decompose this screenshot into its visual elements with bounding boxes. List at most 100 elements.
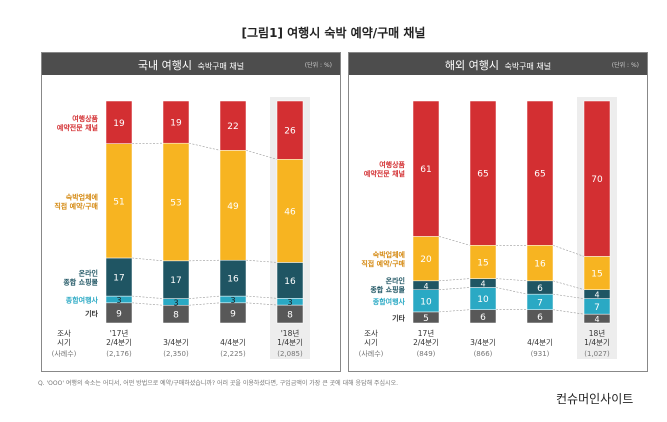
overseas-series-label: 여행상품: [379, 160, 405, 169]
domestic-series-label: 숙박업체에: [66, 192, 98, 201]
overseas-value-label: 15: [477, 258, 488, 268]
overseas-sample-size-title: (사례수): [359, 349, 384, 358]
domestic-series-label: 종합여행사: [66, 295, 99, 304]
domestic-value-label: 3: [230, 296, 235, 305]
overseas-connector-line: [495, 287, 528, 295]
domestic-category-label: 1/4분기: [277, 338, 303, 347]
domestic-chart-panel: 국내 여행시 숙박구매 채널 (단위 : %) 9 3 17 51 19 8 3 17 53 19…: [41, 52, 341, 372]
domestic-value-label: 17: [113, 274, 124, 284]
overseas-category-label: 18년: [589, 328, 606, 338]
domestic-value-label: 16: [284, 277, 296, 287]
domestic-series-label: 예약전문 채널: [57, 123, 98, 132]
domestic-value-label: 3: [173, 298, 178, 307]
domestic-category-label: 3/4분기: [163, 338, 189, 347]
overseas-series-label: 예약전문 채널: [364, 169, 405, 178]
overseas-connector-line: [438, 236, 471, 246]
domestic-unit-label: (단위 : %): [304, 62, 332, 69]
survey-question-footnote: Q. 'OOO' 여행의 숙소는 어디서, 어떤 방법으로 예약/구매하셨습니까…: [38, 380, 399, 387]
overseas-category-label: 1/4분기: [584, 338, 610, 347]
overseas-stacked-bar-chart: 510420616104156567616654741570기타종합여행사온라인…: [359, 97, 617, 359]
overseas-value-label: 61: [420, 165, 431, 175]
overseas-connector-line: [438, 287, 471, 290]
domestic-bar-segment: [105, 257, 133, 297]
overseas-sample-size-label: (866): [474, 350, 493, 358]
overseas-value-label: 5: [423, 314, 429, 324]
overseas-connector-line: [552, 293, 585, 299]
domestic-connector-line: [188, 259, 221, 262]
brand-name: 컨슈머인사이트: [556, 392, 634, 406]
domestic-category-label: '18년: [281, 328, 300, 338]
overseas-unit-label: (단위 : %): [611, 62, 639, 69]
overseas-panel-header: 해외 여행시 숙박구매 채널 (단위 : %): [349, 53, 647, 75]
domestic-connector-line: [131, 302, 164, 306]
overseas-sample-size-label: (1,027): [584, 350, 610, 358]
domestic-category-label: 2/4분기: [106, 338, 132, 347]
overseas-value-label: 4: [594, 291, 599, 300]
domestic-value-label: 8: [287, 311, 293, 321]
overseas-value-label: 10: [477, 295, 489, 305]
overseas-series-label: 종합여행사: [373, 297, 406, 306]
domestic-sample-size-label: (2,176): [106, 350, 132, 358]
overseas-value-label: 65: [534, 170, 545, 180]
domestic-value-label: 53: [170, 199, 181, 209]
overseas-value-label: 4: [480, 280, 485, 289]
overseas-axis-title: 시기: [364, 338, 378, 347]
overseas-series-label: 직접 예약/구매: [361, 259, 405, 268]
domestic-value-label: 46: [284, 207, 296, 217]
overseas-panel-title: 해외 여행시 숙박구매 채널: [349, 57, 647, 73]
domestic-connector-line: [131, 295, 164, 299]
overseas-value-label: 7: [594, 303, 600, 313]
domestic-stacked-bar-chart: 9 3 17 51 19 8 3 17 53 19 9 3 16 49 22 8 3 16 46 26 기타 종합여행사 온…: [52, 97, 310, 359]
overseas-value-label: 20: [420, 255, 432, 265]
overseas-connector-line: [438, 309, 471, 313]
overseas-axis-title: 조사: [364, 329, 378, 338]
overseas-bar-segment: [469, 100, 497, 246]
overseas-connector-line: [438, 278, 471, 282]
domestic-value-label: 9: [230, 309, 236, 319]
domestic-bar-segment: [276, 159, 304, 263]
overseas-connector-line: [495, 278, 528, 282]
domestic-connector-line: [188, 295, 221, 299]
domestic-value-label: 16: [227, 275, 239, 285]
overseas-category-label: 4/4분기: [527, 338, 553, 347]
domestic-category-label: 4/4분기: [220, 338, 246, 347]
domestic-sample-size-label: (2,225): [220, 350, 246, 358]
domestic-sample-size-label: (2,085): [277, 350, 303, 358]
domestic-connector-line: [188, 302, 221, 306]
domestic-value-label: 3: [116, 296, 121, 305]
overseas-chart-panel: 해외 여행시 숙박구매 채널 (단위 : %) 5 10 4 20 61 6 10 4 15 65…: [348, 52, 648, 372]
overseas-value-label: 4: [594, 315, 599, 324]
domestic-bar-segment: [276, 262, 304, 299]
overseas-bar-segment: [526, 245, 554, 282]
domestic-connector-line: [245, 259, 278, 263]
overseas-value-label: 6: [480, 313, 486, 323]
domestic-value-label: 3: [287, 298, 292, 307]
overseas-value-label: 4: [423, 282, 428, 291]
domestic-category-label: '17년: [110, 328, 129, 338]
overseas-value-label: 7: [537, 298, 543, 308]
domestic-sample-size-label: (2,350): [163, 350, 189, 358]
domestic-axis-title: 시기: [57, 338, 71, 347]
overseas-connector-line: [552, 245, 585, 257]
domestic-connector-line: [188, 142, 221, 151]
domestic-value-label: 26: [284, 127, 296, 137]
overseas-sample-size-label: (931): [531, 350, 550, 358]
domestic-sample-size-title: (사례수): [52, 349, 77, 358]
overseas-bar-segment: [583, 100, 611, 257]
domestic-connector-line: [245, 150, 278, 160]
domestic-series-label: 종합 쇼핑몰: [63, 278, 98, 287]
domestic-series-label: 온라인: [79, 269, 98, 278]
domestic-bar-segment: [105, 143, 133, 259]
overseas-connector-line: [552, 309, 585, 315]
overseas-connector-line: [552, 280, 585, 290]
overseas-value-label: 6: [537, 313, 543, 323]
domestic-panel-header: 국내 여행시 숙박구매 채널 (단위 : %): [42, 53, 340, 75]
domestic-connector-line: [245, 302, 278, 306]
domestic-series-label: 기타: [85, 309, 98, 318]
overseas-category-label: 2/4분기: [413, 338, 439, 347]
overseas-bar-segment: [583, 256, 611, 290]
domestic-connector-line: [245, 295, 278, 299]
domestic-value-label: 19: [170, 119, 182, 129]
overseas-value-label: 10: [420, 297, 432, 307]
domestic-value-label: 19: [113, 119, 125, 129]
